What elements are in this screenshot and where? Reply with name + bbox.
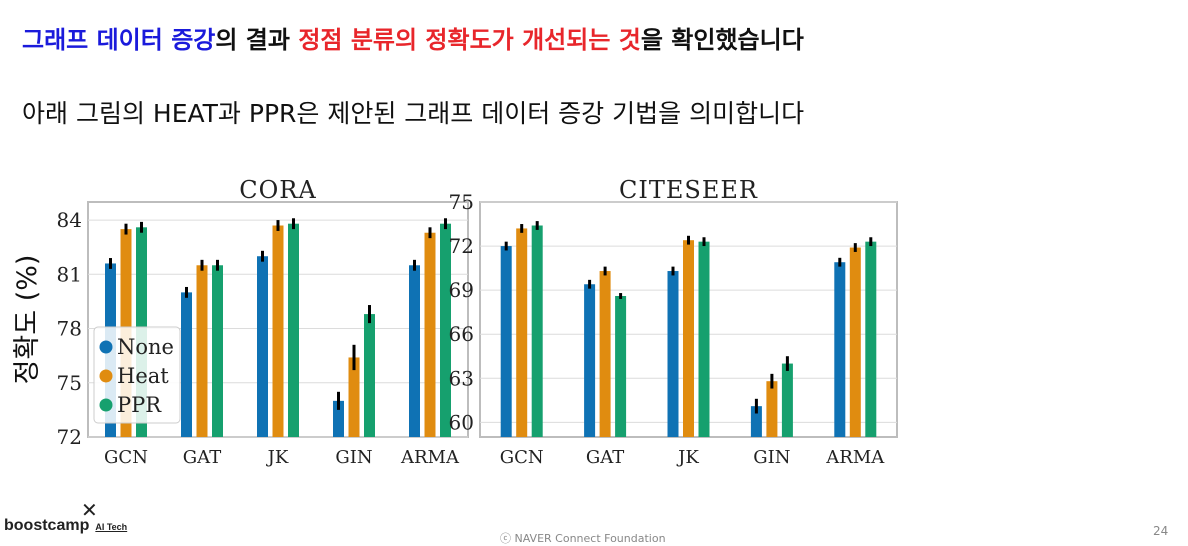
x-tick-label: GIN bbox=[335, 447, 372, 468]
close-icon: ✕ bbox=[81, 498, 98, 522]
bar-ppr bbox=[865, 241, 877, 437]
y-tick-label: 84 bbox=[57, 208, 82, 232]
bar-ppr bbox=[440, 223, 451, 437]
legend-label: Heat bbox=[117, 364, 169, 388]
bar-none bbox=[750, 406, 762, 437]
y-tick-label: 75 bbox=[57, 371, 82, 395]
bar-heat bbox=[348, 357, 360, 437]
y-tick-label: 63 bbox=[449, 366, 474, 390]
boostcamp-logo: ✕ boostcamp AI Tech bbox=[4, 498, 144, 544]
legend-label: None bbox=[117, 335, 174, 359]
title-part: 그래프 데이터 증강 bbox=[22, 26, 216, 54]
y-tick-label: 69 bbox=[449, 278, 474, 302]
bar-none bbox=[667, 271, 679, 437]
legend-marker bbox=[99, 340, 113, 354]
title-part: 을 확인했습니다 bbox=[640, 26, 804, 54]
y-tick-label: 81 bbox=[57, 262, 82, 286]
bar-heat bbox=[424, 232, 436, 437]
x-tick-label: GCN bbox=[104, 447, 148, 468]
bar-heat bbox=[683, 240, 694, 437]
slide-title: 그래프 데이터 증강의 결과 정점 분류의 정확도가 개선되는 것을 확인했습니… bbox=[22, 20, 804, 55]
copyright: ⓒ NAVER Connect Foundation bbox=[500, 532, 666, 545]
page-number: 24 bbox=[1153, 524, 1169, 538]
bar-ppr bbox=[212, 265, 223, 437]
bar-heat bbox=[849, 247, 861, 437]
x-tick-label: GAT bbox=[183, 447, 221, 468]
x-tick-label: ARMA bbox=[825, 447, 885, 468]
bar-none bbox=[257, 256, 268, 437]
x-tick-label: GCN bbox=[500, 447, 544, 468]
logo-text: boostcamp AI Tech bbox=[4, 517, 128, 534]
y-tick-label: 66 bbox=[449, 322, 474, 346]
y-tick-label: 78 bbox=[57, 317, 82, 341]
bar-ppr bbox=[364, 314, 375, 437]
legend-label: PPR bbox=[117, 393, 162, 417]
bar-heat bbox=[516, 228, 528, 437]
y-tick-label: 72 bbox=[57, 425, 82, 449]
bar-none bbox=[181, 292, 192, 437]
bar-heat bbox=[196, 265, 208, 437]
y-axis-label: 정확도 (%) bbox=[12, 255, 43, 385]
y-tick-label: 72 bbox=[449, 234, 474, 258]
legend-marker bbox=[99, 369, 113, 383]
bar-none bbox=[500, 246, 512, 437]
bar-ppr bbox=[531, 225, 543, 437]
bar-heat bbox=[599, 271, 611, 437]
bar-ppr bbox=[615, 296, 627, 437]
bar-none bbox=[333, 400, 344, 437]
bar-ppr bbox=[698, 241, 710, 437]
bar-ppr bbox=[288, 223, 299, 437]
chart-title: CORA bbox=[239, 176, 316, 204]
y-tick-label: 75 bbox=[449, 190, 474, 214]
legend-marker bbox=[99, 398, 113, 412]
bar-heat bbox=[766, 381, 778, 437]
bar-none bbox=[834, 262, 846, 437]
chart-title: CITESEER bbox=[619, 176, 758, 204]
x-tick-label: GIN bbox=[753, 447, 790, 468]
x-tick-label: GAT bbox=[586, 447, 624, 468]
legend-box bbox=[93, 326, 181, 424]
bar-heat bbox=[272, 225, 284, 437]
title-part: 의 결과 bbox=[215, 26, 299, 54]
slide-subtitle: 아래 그림의 HEAT과 PPR은 제안된 그래프 데이터 증강 기법을 의미합… bbox=[22, 99, 805, 128]
x-tick-label: ARMA bbox=[400, 447, 460, 468]
bar-none bbox=[584, 284, 596, 437]
x-tick-label: JK bbox=[676, 447, 699, 468]
title-part: 정점 분류의 정확도가 개선되는 것 bbox=[298, 26, 641, 54]
y-tick-label: 60 bbox=[449, 410, 474, 434]
x-tick-label: JK bbox=[266, 447, 289, 468]
bar-ppr bbox=[781, 363, 793, 437]
bar-none bbox=[409, 265, 420, 437]
